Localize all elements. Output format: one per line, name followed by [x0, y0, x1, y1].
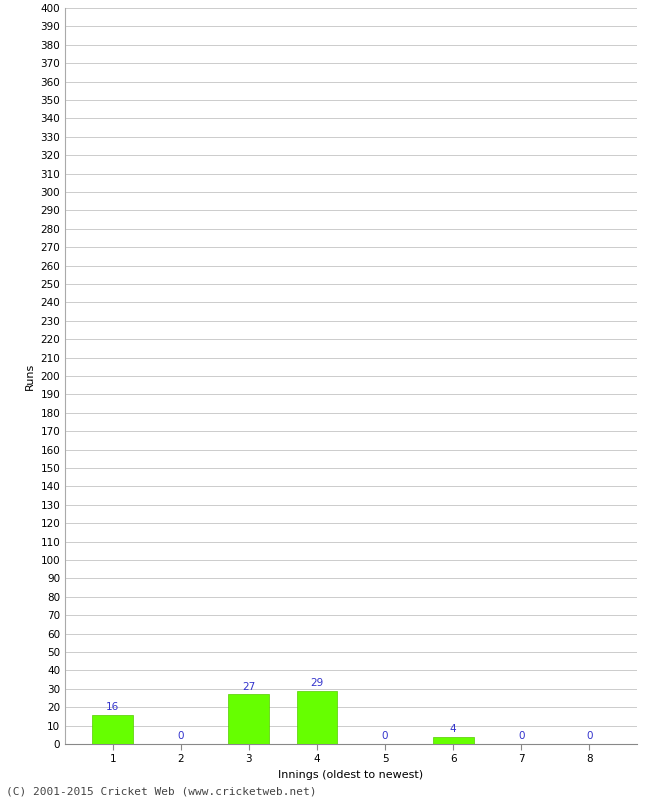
Text: 0: 0 — [177, 731, 184, 742]
X-axis label: Innings (oldest to newest): Innings (oldest to newest) — [278, 770, 424, 780]
Text: (C) 2001-2015 Cricket Web (www.cricketweb.net): (C) 2001-2015 Cricket Web (www.cricketwe… — [6, 786, 317, 796]
Text: 0: 0 — [382, 731, 388, 742]
Bar — [296, 690, 337, 744]
Bar — [228, 694, 269, 744]
Y-axis label: Runs: Runs — [25, 362, 35, 390]
Bar — [433, 737, 474, 744]
Text: 16: 16 — [106, 702, 120, 712]
Text: 4: 4 — [450, 724, 456, 734]
Text: 0: 0 — [586, 731, 593, 742]
Text: 29: 29 — [310, 678, 324, 688]
Text: 27: 27 — [242, 682, 255, 691]
Bar — [92, 714, 133, 744]
Text: 0: 0 — [518, 731, 525, 742]
